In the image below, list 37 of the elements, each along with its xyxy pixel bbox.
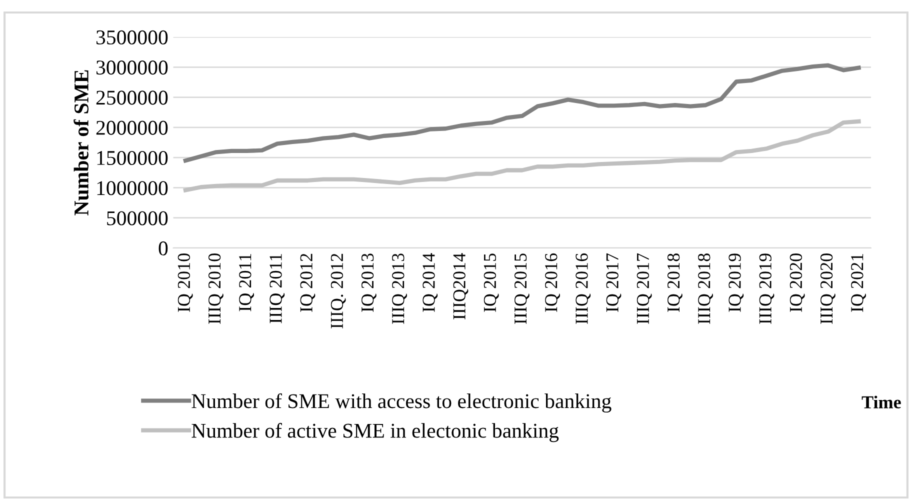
x-tick-label: IIIQ 2013 [392,254,407,324]
x-tick-label: IIIQ 2017 [636,253,652,324]
x-tick-label: IQ 2021 [851,254,866,312]
legend-label: Number of SME with access to electronic banking [192,393,612,413]
x-tick-label: IIIQ 2010 [208,254,224,324]
x-tick-label: IQ 2015 [484,254,499,312]
x-tick-label: IIIQ 2018 [698,254,713,324]
y-tick-label: 2000000 [96,120,168,135]
x-tick-label: IQ 2012 [300,254,316,312]
y-tick-label: 3500000 [96,30,168,44]
y-tick-label: 3000000 [96,60,168,75]
y-tick-label: 0 [158,241,168,256]
y-tick-label: 1000000 [97,181,168,196]
x-tick-label: IIIQ 2011 [270,254,285,324]
y-tick-label: 1500000 [97,150,168,166]
x-tick-label: IQ 2018 [667,254,682,312]
x-tick-label: IIIQ. 2012 [330,254,346,328]
line-series [183,119,861,192]
x-tick-label: IQ 2010 [178,254,193,312]
x-tick-label: IIIQ 2020 [820,254,836,324]
y-axis-title: Number of SME [74,70,89,216]
x-axis-title: Time [862,396,901,408]
x-tick-label: IQ 2013 [361,254,376,312]
x-tick-label: IQ 2016 [545,253,560,312]
y-tick-label: 500000 [107,211,168,226]
legend-label: Number of active SME in electonic banking [192,422,559,442]
x-tick-label: IIIQ 2015 [514,254,530,324]
x-tick-label: IQ 2020 [790,254,805,312]
y-tick-label: 2500000 [96,90,168,105]
x-tick-label: IQ 2014 [422,253,438,312]
x-tick-label: IIIQ 2019 [759,254,774,324]
x-tick-label: IIIQ 2016 [576,253,591,324]
x-tick-label: IQ 2017 [606,253,622,312]
x-tick-label: IIIQ2014 [453,253,468,320]
x-tick-label: IQ 2019 [728,254,744,312]
line-series [183,63,861,163]
x-tick-label: IQ 2011 [239,254,254,312]
